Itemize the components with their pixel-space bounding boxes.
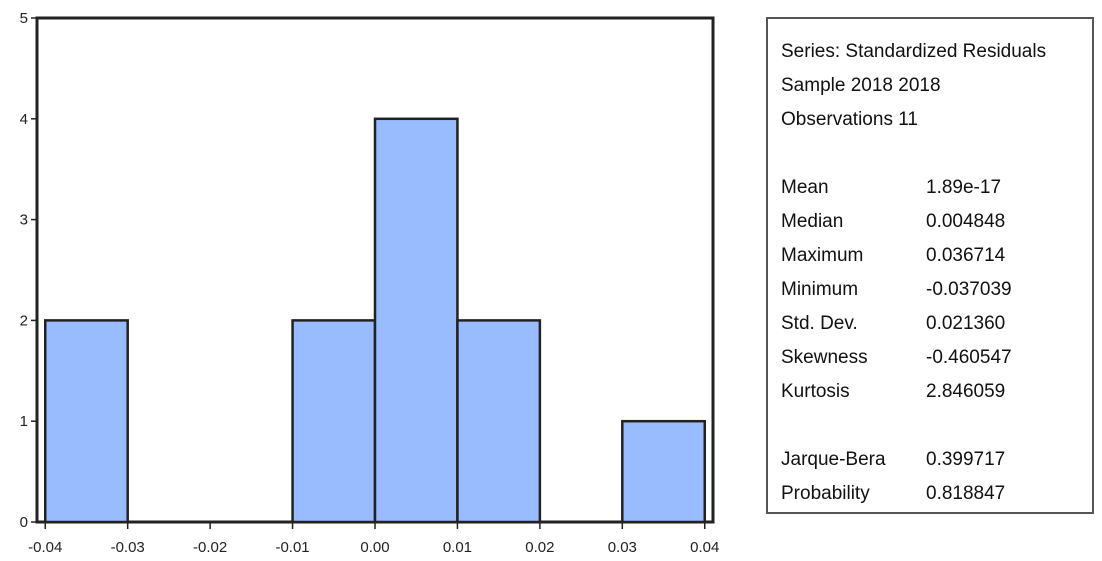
statistics-panel: Series: Standardized Residuals Sample 20… — [766, 17, 1094, 514]
stat-value: 1.89e-17 — [926, 177, 1002, 198]
stat-label: Std. Dev. — [781, 313, 858, 334]
stat-row-std-dev: Std. Dev. 0.021360 — [781, 307, 1092, 341]
x-tick-label: 0.02 — [525, 539, 554, 556]
sample-label: Sample 2018 2018 — [781, 75, 941, 96]
y-tick-label: 3 — [20, 212, 28, 229]
observations-label: Observations 11 — [781, 109, 918, 130]
stat-value: -0.460547 — [926, 347, 1012, 368]
stat-row-mean: Mean 1.89e-17 — [781, 171, 1092, 205]
y-tick-label: 4 — [20, 111, 28, 128]
series-label: Series: Standardized Residuals — [781, 41, 1047, 62]
stat-value: 0.818847 — [926, 483, 1006, 504]
stat-row-median: Median 0.004848 — [781, 205, 1092, 239]
stat-value: -0.037039 — [926, 279, 1012, 300]
y-tick-label: 0 — [20, 514, 28, 531]
stat-label: Median — [781, 211, 844, 232]
stat-value: 0.004848 — [926, 211, 1006, 232]
histogram-bar-4 — [373, 117, 459, 524]
stat-row-probability: Probability 0.818847 — [781, 477, 1092, 511]
x-tick-label: -0.02 — [193, 539, 227, 556]
y-tick-label: 2 — [20, 312, 28, 329]
x-tick-label: -0.04 — [28, 539, 62, 556]
histogram-bars — [43, 117, 707, 524]
y-axis: 0 1 2 3 4 5 — [20, 10, 37, 531]
spacer — [781, 409, 1092, 443]
stat-row-kurtosis: Kurtosis 2.846059 — [781, 375, 1092, 409]
x-tick-label: 0.04 — [690, 539, 719, 556]
stat-label: Maximum — [781, 245, 864, 266]
stat-row-maximum: Maximum 0.036714 — [781, 239, 1092, 273]
x-tick-label: 0.01 — [443, 539, 472, 556]
stat-row-skewness: Skewness -0.460547 — [781, 341, 1092, 375]
histogram-bar-5 — [456, 319, 542, 524]
stat-label: Skewness — [781, 347, 868, 368]
stat-label: Kurtosis — [781, 381, 850, 402]
stat-label: Minimum — [781, 279, 859, 300]
x-tick-label: -0.01 — [275, 539, 309, 556]
x-tick-label: 0.03 — [608, 539, 637, 556]
spacer — [781, 137, 1092, 171]
histogram-chart: 0 1 2 3 4 5 -0.04 -0.03 -0.02 -0.01 0.00 0.01 0.02 0… — [20, 10, 720, 556]
stat-label: Mean — [781, 177, 829, 198]
x-axis: -0.04 -0.03 -0.02 -0.01 0.00 0.01 0.02 0.03 0.04 — [28, 522, 719, 556]
histogram-bar-7 — [621, 419, 707, 524]
stat-value: 2.846059 — [926, 381, 1006, 402]
histogram-bar-3 — [291, 319, 377, 524]
stat-label: Probability — [781, 483, 870, 504]
histogram-bar-0 — [43, 319, 129, 524]
stat-row-minimum: Minimum -0.037039 — [781, 273, 1092, 307]
y-tick-label: 5 — [20, 10, 28, 27]
y-tick-label: 1 — [20, 413, 28, 430]
x-tick-label: -0.03 — [111, 539, 145, 556]
stat-value: 0.036714 — [926, 245, 1006, 266]
x-tick-label: 0.00 — [360, 539, 389, 556]
stat-value: 0.021360 — [926, 313, 1006, 334]
stat-value: 0.399717 — [926, 449, 1006, 470]
stat-label: Jarque-Bera — [781, 449, 886, 470]
stat-row-jarque-bera: Jarque-Bera 0.399717 — [781, 443, 1092, 477]
